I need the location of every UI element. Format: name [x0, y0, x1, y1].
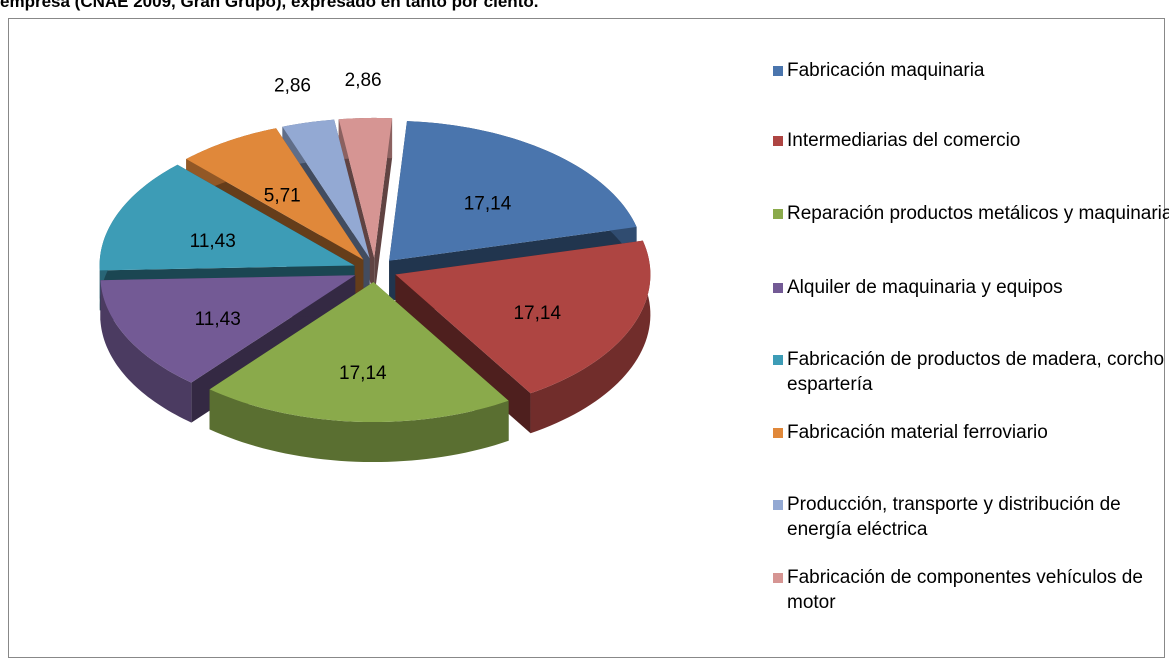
slice-side [100, 280, 192, 423]
data-label: 11,43 [195, 309, 241, 330]
legend-label: Fabricación de componentes vehículos de … [787, 567, 1143, 613]
legend-item: Fabricación de productos de madera, corc… [773, 347, 1169, 397]
slice [209, 282, 509, 423]
legend-label: Intermediarias del comercio [787, 130, 1021, 151]
legend-swatch [773, 209, 783, 219]
legend-swatch [773, 573, 783, 583]
legend-swatch [773, 136, 783, 146]
legend-item: Fabricación de componentes vehículos de … [773, 565, 1169, 615]
legend-label: Fabricación de productos de madera, corc… [787, 349, 1169, 395]
legend-item: Producción, transporte y distribución de… [773, 492, 1169, 542]
legend-item: Intermediarias del comercio [773, 128, 1169, 153]
legend-item: Alquiler de maquinaria y equipos [773, 275, 1169, 300]
slice [338, 117, 393, 258]
slice-side [209, 389, 509, 463]
legend-label: Fabricación maquinaria [787, 60, 985, 81]
legend-swatch [773, 428, 783, 438]
data-label: 2,86 [274, 76, 311, 97]
data-label: 17,14 [464, 193, 512, 214]
slice-side [530, 240, 651, 434]
legend-label: Alquiler de maquinaria y equipos [787, 277, 1063, 298]
data-label: 11,43 [190, 231, 236, 252]
slice [395, 240, 651, 394]
legend-swatch [773, 355, 783, 365]
legend-item: Reparación productos metálicos y maquina… [773, 201, 1169, 226]
slice [99, 164, 355, 271]
legend-item: Fabricación material ferroviario [773, 420, 1169, 445]
legend-label: Reparación productos metálicos y maquina… [787, 203, 1169, 224]
legend-swatch [773, 500, 783, 510]
legend-swatch [773, 66, 783, 76]
legend-item: Fabricación maquinaria [773, 58, 1169, 83]
chart-title: empresa (CNAE 2009, Gran Grupo), expresa… [0, 0, 539, 11]
legend-label: Producción, transporte y distribución de… [787, 494, 1121, 540]
data-label: 5,71 [264, 186, 301, 207]
slice-wall [374, 118, 393, 298]
legend-swatch [773, 283, 783, 293]
data-label: 17,14 [513, 303, 561, 324]
slice [282, 119, 370, 259]
data-label: 2,86 [345, 70, 382, 91]
slice [389, 121, 637, 261]
slice [100, 275, 356, 383]
data-label: 17,14 [339, 363, 387, 384]
legend-label: Fabricación material ferroviario [787, 422, 1048, 443]
slice [186, 128, 364, 260]
